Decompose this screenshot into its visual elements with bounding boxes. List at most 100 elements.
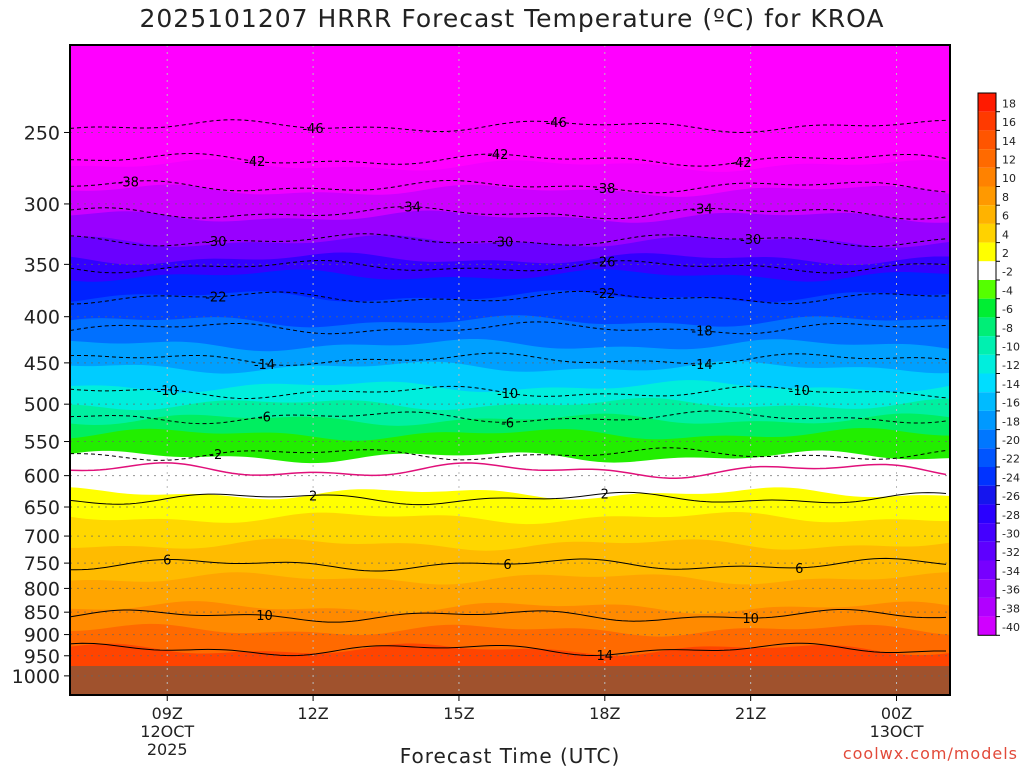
y-tick-label: 750 — [24, 553, 60, 575]
legend-swatch — [978, 93, 996, 112]
legend-label: -12 — [1002, 359, 1020, 372]
legend-label: 10 — [1002, 172, 1016, 185]
credit-link[interactable]: coolwx.com/models — [842, 744, 1018, 763]
legend-label: 14 — [1002, 135, 1016, 148]
isotherm-label: -30 — [492, 235, 513, 250]
legend-label: -26 — [1002, 490, 1020, 503]
plot-frame — [69, 44, 951, 696]
legend-label: -10 — [1002, 340, 1020, 353]
legend-label: -28 — [1002, 509, 1020, 522]
legend-swatch — [978, 205, 996, 224]
legend-label: -8 — [1002, 322, 1013, 335]
isotherm-label: -6 — [501, 416, 514, 431]
isotherm-label: -38 — [594, 182, 615, 197]
y-tick-label: 550 — [24, 432, 60, 454]
x-tick-label: 13OCT — [870, 722, 924, 741]
legend-label: -34 — [1002, 565, 1020, 578]
legend-swatch — [978, 616, 996, 636]
isotherm-label: -30 — [205, 235, 226, 250]
isotherm-label: -2 — [209, 448, 222, 463]
isotherm-line — [69, 557, 947, 572]
y-tick-label: 350 — [24, 254, 60, 276]
freezing-level-line — [69, 462, 947, 479]
isotherm-label: 10 — [256, 609, 273, 624]
legend-swatch — [978, 167, 996, 187]
temperature-band — [70, 665, 950, 695]
legend-label: -38 — [1002, 602, 1020, 615]
isotherm-label: -34 — [691, 203, 712, 218]
x-tick-label: 12OCT — [140, 722, 194, 741]
isotherm-label: -38 — [118, 176, 139, 191]
isotherm-label: -46 — [302, 122, 323, 137]
legend-swatch — [978, 354, 996, 374]
isotherm-label: -22 — [205, 291, 226, 306]
isotherm-label: -10 — [497, 387, 518, 402]
y-tick-label: 950 — [24, 646, 60, 668]
isotherm-label: 6 — [795, 562, 803, 577]
isotherm-line — [69, 491, 947, 506]
y-tick-label: 650 — [24, 497, 60, 519]
y-tick-label: 300 — [24, 194, 60, 216]
legend-label: 8 — [1002, 191, 1009, 204]
isotherm-label: 14 — [597, 649, 614, 664]
legend-label: -16 — [1002, 397, 1020, 410]
isotherm-label: 2 — [309, 489, 317, 504]
legend-label: 6 — [1002, 210, 1009, 223]
temperature-bands — [70, 45, 950, 696]
x-tick-label: 18Z — [589, 704, 620, 723]
isotherm-label: -14 — [254, 358, 275, 373]
legend-label: -30 — [1002, 527, 1020, 540]
isotherm-label: -34 — [400, 201, 421, 216]
legend-swatch — [978, 280, 996, 299]
legend-swatch — [978, 504, 996, 524]
isotherm-label: -14 — [691, 358, 712, 373]
y-tick-label: 500 — [24, 394, 60, 416]
y-tick-label: 400 — [24, 307, 60, 329]
legend-swatch — [978, 223, 996, 243]
legend-swatch — [978, 523, 996, 542]
legend-swatch — [978, 560, 996, 580]
x-tick-label: 00Z — [881, 704, 912, 723]
legend-swatch — [978, 579, 996, 598]
legend-swatch — [978, 130, 996, 150]
isotherm-contours: -46 -46-42 -42-42-38 -38-34 -34-30 -30 -30-26-… — [69, 116, 947, 664]
legend-swatch — [978, 111, 996, 131]
isotherm-label: -42 — [487, 148, 508, 163]
chart-title: 2025101207 HRRR Forecast Temperature (ºC… — [139, 4, 885, 33]
isotherm-line — [69, 642, 947, 657]
y-axis: 2503003504004505005506006507007508008509… — [12, 122, 70, 688]
x-tick-label: 12Z — [297, 704, 328, 723]
legend-swatch — [978, 336, 996, 355]
x-tick-label: 15Z — [443, 704, 474, 723]
isotherm-label: -46 — [546, 116, 567, 131]
x-tick-label: 09Z — [152, 704, 183, 723]
legend-label: -4 — [1002, 284, 1013, 297]
legend-frame — [977, 92, 997, 636]
isotherm-label: -42 — [730, 156, 751, 171]
legend-swatch — [978, 429, 996, 449]
legend-label: 12 — [1002, 153, 1016, 166]
legend-label: -40 — [1002, 621, 1020, 634]
isotherm-label: -26 — [594, 256, 615, 271]
y-tick-label: 700 — [24, 526, 60, 548]
legend-swatch — [978, 541, 996, 561]
legend-swatch — [978, 485, 996, 505]
isotherm-label: -10 — [157, 384, 178, 399]
legend-label: -20 — [1002, 434, 1020, 447]
x-tick-label: 2025 — [147, 740, 188, 759]
isotherm-label: 6 — [503, 558, 511, 573]
isotherm-label: -18 — [691, 325, 712, 340]
legend-swatch — [978, 467, 996, 486]
legend-label: -32 — [1002, 546, 1020, 559]
y-tick-label: 800 — [24, 578, 60, 600]
y-tick-label: 850 — [24, 602, 60, 624]
y-tick-label: 900 — [24, 625, 60, 647]
legend-swatch — [978, 373, 996, 393]
y-tick-label: 1000 — [12, 666, 60, 688]
x-tick-label: 21Z — [735, 704, 766, 723]
isotherm-label: -30 — [740, 233, 761, 248]
y-tick-label: 450 — [24, 353, 60, 375]
legend-label: -24 — [1002, 471, 1020, 484]
